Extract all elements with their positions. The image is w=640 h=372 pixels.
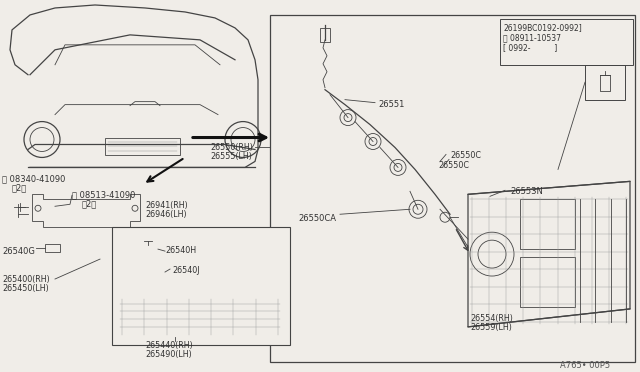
Text: 26199BC0192-0992]: 26199BC0192-0992] <box>503 23 582 32</box>
Text: 26946(LH): 26946(LH) <box>145 210 187 219</box>
Text: 265440(RH): 265440(RH) <box>145 341 193 350</box>
Bar <box>585 65 625 100</box>
Text: 26550CA: 26550CA <box>298 214 336 223</box>
Text: 26554(RH): 26554(RH) <box>470 314 513 323</box>
Text: 265400(RH): 265400(RH) <box>2 275 50 284</box>
Text: 26540G: 26540G <box>2 247 35 256</box>
Bar <box>45 244 60 252</box>
Text: [ 0992-          ]: [ 0992- ] <box>503 43 557 52</box>
Text: 26550C: 26550C <box>450 151 481 160</box>
Text: 265450(LH): 265450(LH) <box>2 284 49 293</box>
Text: 265490(LH): 265490(LH) <box>145 350 192 359</box>
Bar <box>112 227 290 345</box>
Text: ⓝ 08911-10537: ⓝ 08911-10537 <box>503 33 561 42</box>
Bar <box>320 28 330 42</box>
Text: 26559(LH): 26559(LH) <box>470 323 512 332</box>
Bar <box>520 199 575 249</box>
Text: 26551: 26551 <box>378 100 404 109</box>
Text: 26550(RH): 26550(RH) <box>210 144 253 153</box>
Text: 26941(RH): 26941(RH) <box>145 201 188 210</box>
Text: （2）: （2） <box>12 183 28 192</box>
Text: A765• 00P5: A765• 00P5 <box>560 361 610 370</box>
Text: 26553N: 26553N <box>510 187 543 196</box>
Text: Ⓢ 08513-41090: Ⓢ 08513-41090 <box>72 190 136 199</box>
Text: Ⓢ 08340-41090: Ⓢ 08340-41090 <box>2 174 65 183</box>
Text: （2）: （2） <box>82 199 97 208</box>
Text: 26540J: 26540J <box>172 266 200 275</box>
Bar <box>500 19 633 65</box>
Bar <box>520 257 575 307</box>
Text: 26540H: 26540H <box>165 246 196 255</box>
Bar <box>105 138 180 155</box>
Text: 26555(LH): 26555(LH) <box>210 153 252 161</box>
Text: 26550C: 26550C <box>438 161 469 170</box>
Bar <box>270 15 635 362</box>
